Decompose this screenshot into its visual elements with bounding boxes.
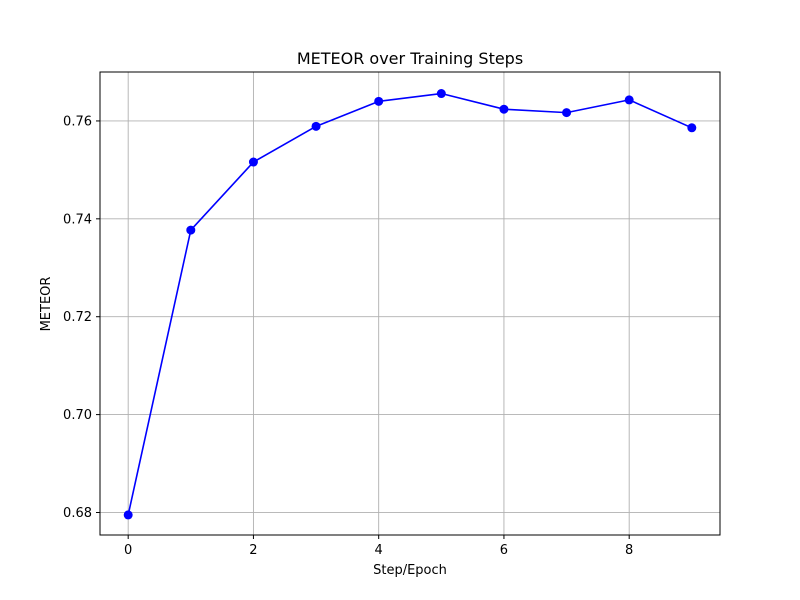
- x-axis-title: Step/Epoch: [373, 563, 447, 578]
- x-tick-label: 0: [124, 543, 132, 558]
- axes-frame: [99, 71, 721, 536]
- data-point: [186, 225, 196, 235]
- y-tick-label: 0.72: [63, 310, 92, 325]
- data-point: [499, 104, 509, 114]
- plot-frame: [99, 71, 721, 536]
- data-point: [248, 157, 258, 167]
- y-axis-title: METEOR: [39, 277, 54, 332]
- y-tick-label: 0.76: [63, 114, 92, 129]
- chart-title: METEOR over Training Steps: [297, 49, 523, 68]
- y-tick-label: 0.74: [63, 212, 92, 227]
- y-tick-label: 0.70: [63, 408, 92, 423]
- x-tick-label: 2: [249, 543, 257, 558]
- series-line: [127, 92, 693, 516]
- data-point: [562, 108, 572, 118]
- data-point: [374, 96, 384, 106]
- x-tick-label: 8: [625, 543, 633, 558]
- data-point: [123, 510, 133, 520]
- x-tick-label: 4: [375, 543, 383, 558]
- y-tick-label: 0.68: [63, 506, 92, 521]
- series-line-group: [127, 92, 693, 516]
- grid-lines: [100, 72, 720, 535]
- axis-ticks: 0 2 4 6 8 0.68 0.70 0.72 0.74 0.76: [63, 114, 633, 558]
- data-point: [624, 95, 634, 105]
- data-point: [687, 123, 697, 133]
- data-points: [123, 89, 697, 520]
- data-point: [436, 89, 446, 99]
- data-point: [311, 121, 321, 131]
- x-tick-label: 6: [500, 543, 508, 558]
